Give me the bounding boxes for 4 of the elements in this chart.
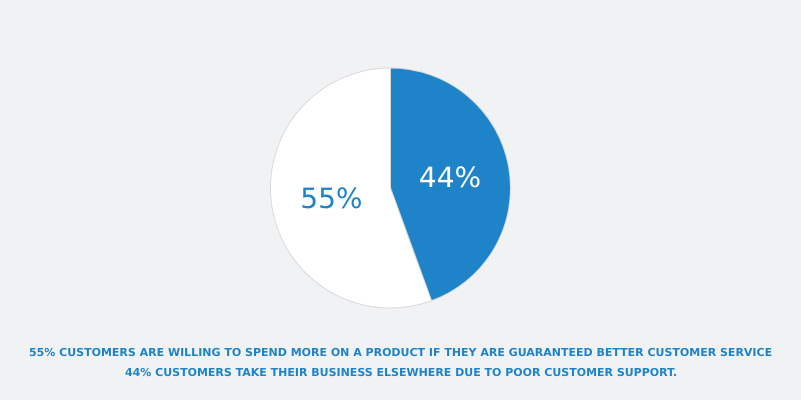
text: 55% CUSTOMERS ARE WILLING TO SPEND MORE ON A PRODUCT IF THEY ARE GUARANTEED BETTER CUSTOMER SERVICE [29,346,772,359]
data-label: 55% [300,182,363,215]
data-label: 44% [418,161,482,194]
text: 44% CUSTOMERS TAKE THEIR BUSINESS ELSEWHERE DUE TO POOR CUSTOMER SUPPORT. [125,366,678,379]
